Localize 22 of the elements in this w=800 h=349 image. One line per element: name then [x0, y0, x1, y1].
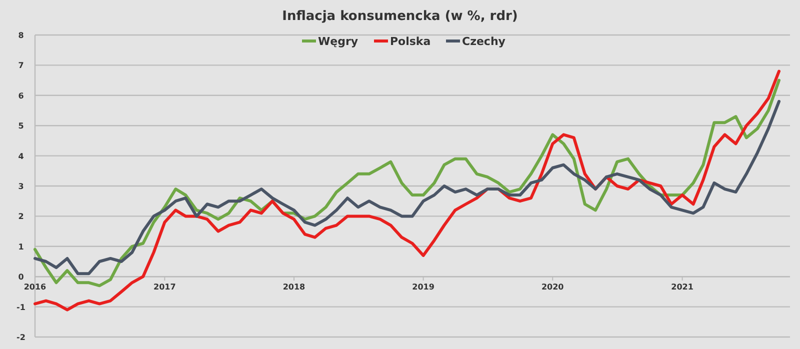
x-tick-label: 2020: [541, 282, 564, 292]
x-tick-label: 2016: [24, 282, 47, 292]
legend-label: Czechy: [462, 35, 506, 48]
chart-title: Inflacja konsumencka (w %, rdr): [282, 9, 518, 24]
y-tick-label: 6: [18, 91, 24, 100]
y-tick-label: 0: [18, 272, 24, 282]
y-tick-label: 5: [18, 122, 24, 131]
y-tick-label: 1: [18, 242, 24, 252]
y-tick-label: 8: [18, 31, 24, 40]
x-tick-label: 2018: [282, 282, 306, 292]
y-tick-label: 4: [18, 152, 24, 161]
x-tick-label: 2019: [412, 282, 435, 292]
legend-label: Polska: [390, 35, 431, 48]
y-tick-label: 7: [18, 61, 24, 70]
line-series: [34, 100, 781, 276]
y-tick-label: 3: [18, 182, 24, 191]
x-tick-label: 2017: [154, 282, 176, 292]
legend-label: Węgry: [318, 35, 358, 48]
y-tick-label: 2: [18, 212, 24, 222]
x-tick-label: 2021: [671, 282, 694, 292]
y-tick-label: -1: [16, 302, 26, 312]
y-tick-label: -2: [16, 333, 26, 342]
